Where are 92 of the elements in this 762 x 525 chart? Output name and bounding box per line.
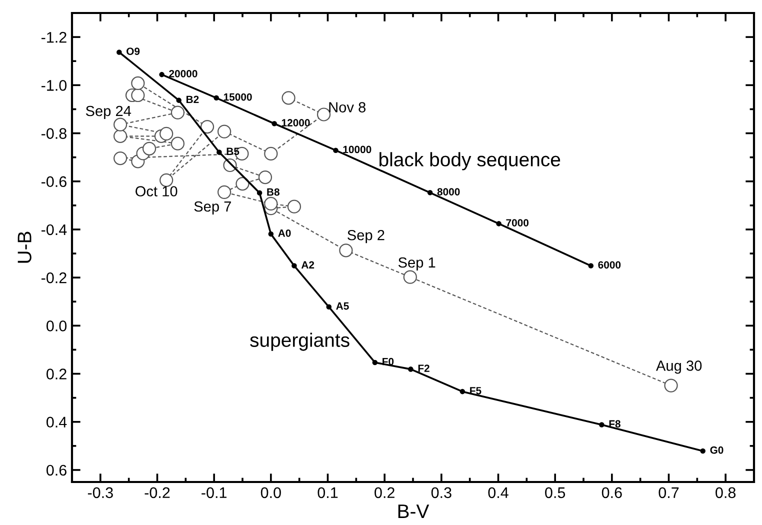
data-label: B8 xyxy=(267,188,280,196)
x-tick-label: 0.0 xyxy=(260,487,281,498)
point xyxy=(256,190,262,196)
x-tick-label: 0.1 xyxy=(318,487,338,498)
point xyxy=(599,422,604,428)
annotation: 15000 xyxy=(224,93,252,101)
point xyxy=(214,95,219,101)
annotation: Sep 1 xyxy=(398,257,436,271)
x-tick-label: -0.2 xyxy=(144,487,170,498)
y-tick-label: -1.2 xyxy=(41,32,66,43)
y-tick-label: -1.0 xyxy=(41,80,67,91)
point xyxy=(160,126,174,141)
point xyxy=(664,378,678,392)
point xyxy=(333,148,338,153)
data-label: A2 xyxy=(301,261,314,268)
point xyxy=(142,142,156,156)
x-tick-label: 0.4 xyxy=(488,487,508,498)
x-tick-label: 0.6 xyxy=(602,487,622,498)
annotation: 7000 xyxy=(506,219,529,226)
data-label: B2 xyxy=(186,96,199,103)
point xyxy=(258,170,272,184)
point xyxy=(588,263,594,268)
annotation: black body sequence xyxy=(380,152,560,170)
annotation: 6000 xyxy=(598,261,621,269)
point xyxy=(160,173,174,187)
y-tick-label: 0.0 xyxy=(46,320,67,332)
point xyxy=(218,185,232,199)
x-tick-label: 0.3 xyxy=(431,487,452,498)
point xyxy=(287,200,302,214)
data-label: A0 xyxy=(278,229,291,237)
annotation: Sep 2 xyxy=(348,230,384,244)
y-tick-label: -0.6 xyxy=(41,176,66,188)
point xyxy=(326,304,332,310)
point xyxy=(282,91,296,105)
annotation: Sep 7 xyxy=(194,201,231,215)
point xyxy=(114,151,128,166)
y-tick-label: -0.2 xyxy=(41,272,66,284)
annotation: 8000 xyxy=(437,188,460,196)
point xyxy=(114,129,128,143)
data-label: A5 xyxy=(336,302,349,310)
y-tick-label: 0.6 xyxy=(46,464,66,476)
point xyxy=(272,121,277,126)
x-tick-label: 0.5 xyxy=(545,487,566,498)
point xyxy=(408,366,414,372)
point xyxy=(216,150,222,155)
point xyxy=(176,98,182,103)
x-tick-label: -0.3 xyxy=(88,487,113,498)
point xyxy=(316,108,331,122)
point xyxy=(200,120,214,134)
point xyxy=(170,136,185,150)
point xyxy=(427,190,433,196)
y-tick-label: -0.8 xyxy=(41,128,66,139)
point xyxy=(114,118,128,132)
y-axis-title: U-B xyxy=(18,232,32,263)
x-tick-label: 0.2 xyxy=(374,487,394,498)
annotation: 10000 xyxy=(343,146,372,154)
data-label: F2 xyxy=(418,364,430,372)
y-tick-label: -0.4 xyxy=(41,224,67,236)
point xyxy=(460,388,466,394)
point xyxy=(372,360,378,366)
y-tick-label: 0.2 xyxy=(46,368,66,380)
point xyxy=(264,146,278,161)
point xyxy=(496,221,502,226)
point xyxy=(292,263,297,268)
annotation: Sep 24 xyxy=(86,106,132,120)
point xyxy=(403,270,417,284)
annotation: 12000 xyxy=(282,119,310,126)
data-label: F8 xyxy=(609,420,620,428)
point xyxy=(700,448,706,454)
x-tick-label: 0.7 xyxy=(658,487,679,498)
point xyxy=(339,244,353,258)
data-label: F5 xyxy=(470,387,482,394)
annotation: Nov 8 xyxy=(329,102,366,112)
annotation: Aug 30 xyxy=(656,360,702,374)
point xyxy=(264,196,278,211)
annotation: supergiants xyxy=(250,332,350,351)
point xyxy=(268,231,274,237)
point xyxy=(170,106,185,120)
point xyxy=(159,72,164,78)
x-tick-label: 0.8 xyxy=(716,487,736,498)
y-tick-label: 0.4 xyxy=(46,416,67,428)
point xyxy=(218,124,232,138)
annotation: 20000 xyxy=(169,70,198,78)
data-label: O9 xyxy=(126,48,140,55)
x-tick-label: -0.1 xyxy=(202,487,226,498)
point xyxy=(236,176,250,191)
data-label: G0 xyxy=(710,446,724,454)
point xyxy=(116,50,122,55)
x-axis-title: B-V xyxy=(398,504,430,518)
point xyxy=(131,88,145,102)
point xyxy=(131,76,145,90)
annotation: Oct 10 xyxy=(136,186,178,196)
